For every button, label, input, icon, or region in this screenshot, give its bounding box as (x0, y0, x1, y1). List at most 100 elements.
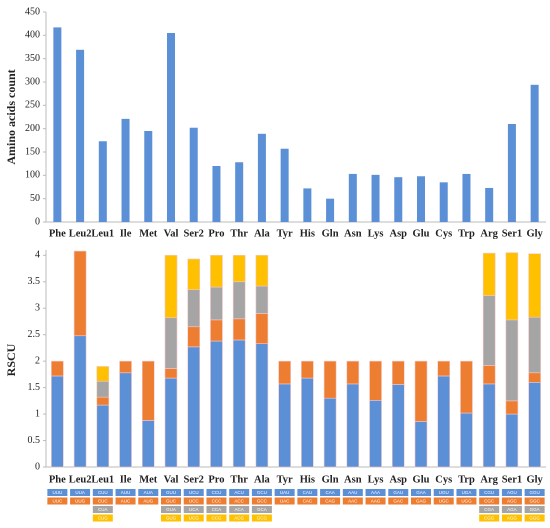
codon-box (251, 497, 272, 505)
x-tick-label: His (300, 474, 315, 485)
bar-segment (232, 281, 246, 320)
bar-segment (96, 396, 110, 406)
bar-segment (187, 326, 201, 348)
codon-box (183, 514, 204, 522)
x-tick-label: Arg (480, 228, 498, 239)
codon-box (411, 497, 431, 505)
bar-segment (187, 289, 201, 328)
bar-segment (255, 343, 269, 468)
codon-label: UAU (280, 490, 290, 495)
bar-segment (187, 258, 201, 290)
x-tick-label: Lys (368, 228, 384, 239)
codon-box (479, 497, 500, 505)
bar (326, 198, 335, 222)
bar-segment (323, 397, 337, 468)
y-axis-label: Amino acids count (4, 69, 18, 164)
codon-box (229, 497, 250, 505)
codon-label: CCC (212, 498, 222, 503)
bar (507, 124, 516, 222)
codon-label: GUG (166, 515, 177, 520)
x-tick-label: Cys (435, 228, 452, 239)
bar-segment (278, 360, 291, 385)
codon-label: UGU (439, 490, 449, 495)
codon-box (47, 497, 68, 505)
codon-box (251, 514, 272, 522)
codon-box (274, 489, 295, 496)
y-tick-label: 250 (25, 100, 40, 111)
x-tick-label: Thr (230, 228, 248, 239)
codon-label: AGA (507, 507, 517, 512)
codon-box (320, 489, 341, 496)
bar-segment (164, 317, 178, 369)
codon-label: GUC (166, 498, 177, 503)
y-tick-label: 3 (35, 303, 40, 314)
x-tick-label: Trp (458, 474, 475, 485)
bar-segment (210, 286, 223, 321)
codon-box (501, 489, 522, 496)
bar-segment (255, 313, 269, 344)
codon-label: UGC (439, 498, 450, 503)
codon-label: UGG (461, 498, 472, 503)
x-tick-label: Trp (458, 228, 475, 239)
bar-segment (460, 360, 473, 414)
x-tick-label: Asn (344, 228, 362, 239)
codon-box (433, 497, 454, 505)
codon-label: AUC (121, 498, 131, 503)
x-tick-label: Cys (435, 474, 452, 485)
codon-label: GGU (530, 490, 540, 495)
bar (235, 162, 244, 222)
x-tick-label: Leu1 (91, 228, 114, 239)
bar (167, 33, 175, 222)
x-tick-label: Tyr (277, 228, 293, 239)
bar-segment (141, 360, 155, 421)
bar-segment (73, 250, 87, 337)
y-tick-label: 1.5 (28, 382, 41, 393)
codon-label: UCU (189, 490, 199, 495)
bar-segment (482, 295, 496, 366)
codon-box (115, 489, 136, 496)
codon-label: CGU (484, 490, 494, 495)
y-axis-label: RSCU (4, 343, 18, 376)
codon-box (92, 514, 113, 522)
x-tick-label: Gly (526, 474, 543, 485)
bar (212, 166, 221, 222)
codon-label: AAA (371, 490, 380, 495)
bar-segment (96, 366, 110, 382)
codon-box (229, 489, 250, 496)
x-tick-label: Ser1 (502, 228, 522, 239)
x-tick-label: Leu2 (69, 228, 92, 239)
codon-box (297, 497, 318, 505)
codon-box (161, 506, 181, 513)
y-tick-label: 350 (25, 53, 40, 64)
bar (371, 174, 380, 222)
bar-segment (210, 319, 223, 342)
codon-label: UUU (52, 490, 62, 495)
x-tick-label: Tyr (277, 474, 293, 485)
codon-label: CCG (211, 515, 221, 520)
codon-box (524, 514, 545, 522)
y-tick-label: 400 (25, 30, 40, 41)
codon-label: UCA (189, 507, 199, 512)
codon-box (479, 489, 500, 496)
bar-segment (369, 360, 382, 401)
codon-label: AAG (371, 498, 381, 503)
bar-segment (210, 340, 223, 468)
x-tick-label: Gly (526, 228, 543, 239)
bar-segment (528, 372, 541, 383)
bar (189, 127, 198, 222)
codon-label: CGC (484, 498, 495, 503)
codon-box (92, 497, 113, 505)
x-tick-label: Phe (49, 228, 66, 239)
bar-segment (232, 254, 246, 283)
codon-label: UAC (280, 498, 290, 503)
codon-box (206, 497, 227, 505)
x-tick-label: Ala (254, 474, 271, 485)
bar-segment (414, 421, 428, 468)
bar-segment (164, 368, 178, 379)
bar-segment (391, 384, 405, 468)
x-tick-label: Ile (120, 228, 132, 239)
x-tick-label: Asp (390, 474, 408, 485)
x-tick-label: Val (164, 474, 179, 485)
codon-box (138, 489, 159, 496)
bar (394, 177, 403, 222)
